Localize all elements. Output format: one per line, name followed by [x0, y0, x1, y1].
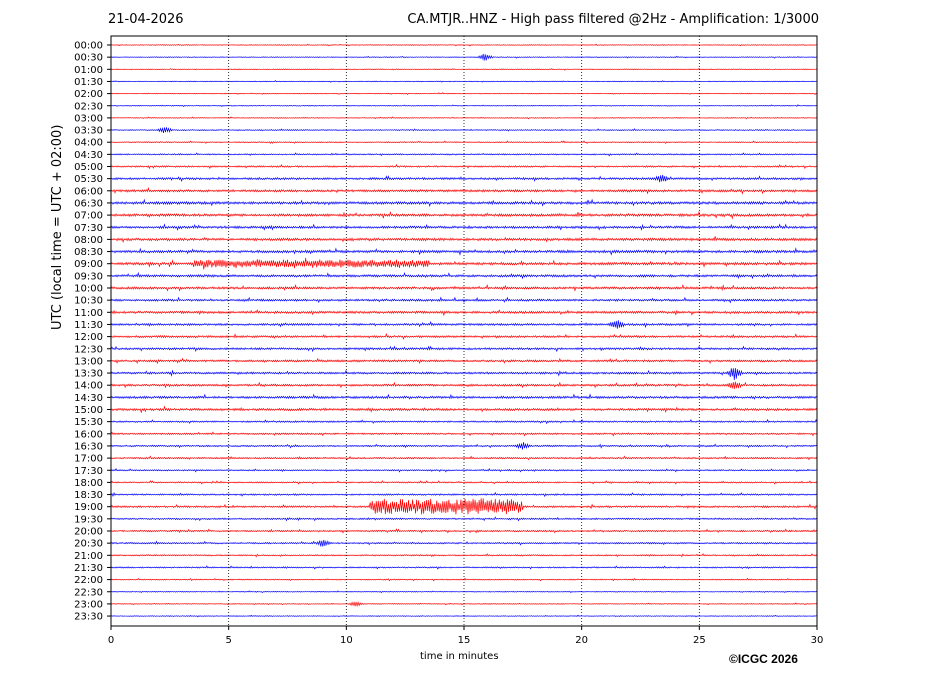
row-time-label: 04:00 — [74, 138, 103, 149]
x-tick-label: 10 — [340, 635, 353, 646]
trace-1800 — [110, 480, 818, 485]
row-time-label: 23:00 — [74, 599, 103, 610]
row-time-label: 11:30 — [74, 320, 103, 331]
row-time-label: 08:30 — [74, 247, 103, 258]
trace-1730 — [110, 468, 818, 473]
row-time-label: 07:30 — [74, 223, 103, 234]
row-time-label: 23:30 — [74, 612, 103, 623]
row-time-label: 07:00 — [74, 211, 103, 222]
trace-2000 — [110, 528, 818, 534]
row-time-label: 01:00 — [74, 65, 103, 76]
x-tick-label: 15 — [458, 635, 471, 646]
row-time-label: 10:30 — [74, 296, 103, 307]
row-time-label: 20:30 — [74, 539, 103, 550]
trace-0600 — [110, 186, 818, 195]
row-time-label: 21:30 — [74, 563, 103, 574]
row-time-label: 14:00 — [74, 381, 103, 392]
row-time-label: 06:00 — [74, 186, 103, 197]
row-time-label: 17:00 — [74, 454, 103, 465]
trace-1530 — [110, 418, 818, 425]
row-time-label: 16:30 — [74, 441, 103, 452]
plot-title: CA.MTJR..HNZ - High pass filtered @2Hz -… — [407, 12, 819, 27]
trace-1930 — [110, 516, 818, 522]
y-axis-label: UTC (local time = UTC + 02:00) — [50, 124, 65, 330]
row-time-label: 14:30 — [74, 393, 103, 404]
plot-date: 21-04-2026 — [108, 12, 184, 27]
trace-0500 — [110, 163, 818, 170]
x-axis-ticks: 0 5 10 15 20 25 30 — [108, 626, 824, 646]
row-time-label: 16:00 — [74, 429, 103, 440]
row-time-label: 02:30 — [74, 101, 103, 112]
row-time-label: 19:00 — [74, 502, 103, 513]
row-time-label: 18:30 — [74, 490, 103, 501]
x-tick-label: 25 — [693, 635, 706, 646]
trace-0700 — [110, 210, 818, 220]
row-time-label: 15:00 — [74, 405, 103, 416]
trace-2300 — [110, 601, 818, 608]
trace-1700 — [110, 455, 818, 461]
x-tick-label: 30 — [811, 635, 824, 646]
row-time-label: 05:30 — [74, 174, 103, 185]
trace-1630 — [110, 442, 818, 450]
trace-1000 — [110, 284, 818, 292]
row-time-label: 12:00 — [74, 332, 103, 343]
row-time-label: 21:00 — [74, 551, 103, 562]
x-tick-label: 5 — [225, 635, 231, 646]
row-time-label: 10:00 — [74, 284, 103, 295]
row-time-label: 18:00 — [74, 478, 103, 489]
row-time-label: 13:00 — [74, 356, 103, 367]
row-time-label: 22:30 — [74, 587, 103, 598]
x-gridlines — [228, 36, 700, 626]
row-time-label: 03:00 — [74, 113, 103, 124]
row-time-label: 11:00 — [74, 308, 103, 319]
row-time-label: 00:00 — [74, 41, 103, 52]
row-time-label: 05:00 — [74, 162, 103, 173]
row-time-label: 22:00 — [74, 575, 103, 586]
row-time-label: 12:30 — [74, 344, 103, 355]
row-time-label: 17:30 — [74, 466, 103, 477]
x-tick-label: 0 — [108, 635, 114, 646]
trace-1900 — [110, 498, 818, 515]
row-time-label: 13:30 — [74, 369, 103, 380]
trace-0530 — [110, 174, 818, 183]
row-time-label: 08:00 — [74, 235, 103, 246]
x-tick-label: 20 — [575, 635, 588, 646]
row-time-label: 09:00 — [74, 259, 103, 270]
row-time-label: 01:30 — [74, 77, 103, 88]
row-time-label: 03:30 — [74, 126, 103, 137]
row-time-label: 19:30 — [74, 514, 103, 525]
row-time-label: 20:00 — [74, 527, 103, 538]
row-time-label: 15:30 — [74, 417, 103, 428]
row-time-label: 04:30 — [74, 150, 103, 161]
row-time-label: 09:30 — [74, 271, 103, 282]
row-time-label: 00:30 — [74, 53, 103, 64]
trace-0400 — [110, 140, 818, 145]
copyright-text: ©ICGC 2026 — [729, 652, 798, 666]
trace-0630 — [110, 198, 818, 208]
row-time-label: 02:00 — [74, 89, 103, 100]
trace-1600 — [110, 431, 818, 437]
trace-0430 — [110, 152, 818, 157]
trace-0730 — [110, 223, 818, 231]
row-time-label: 06:30 — [74, 198, 103, 209]
x-axis-label: time in minutes — [420, 651, 499, 662]
